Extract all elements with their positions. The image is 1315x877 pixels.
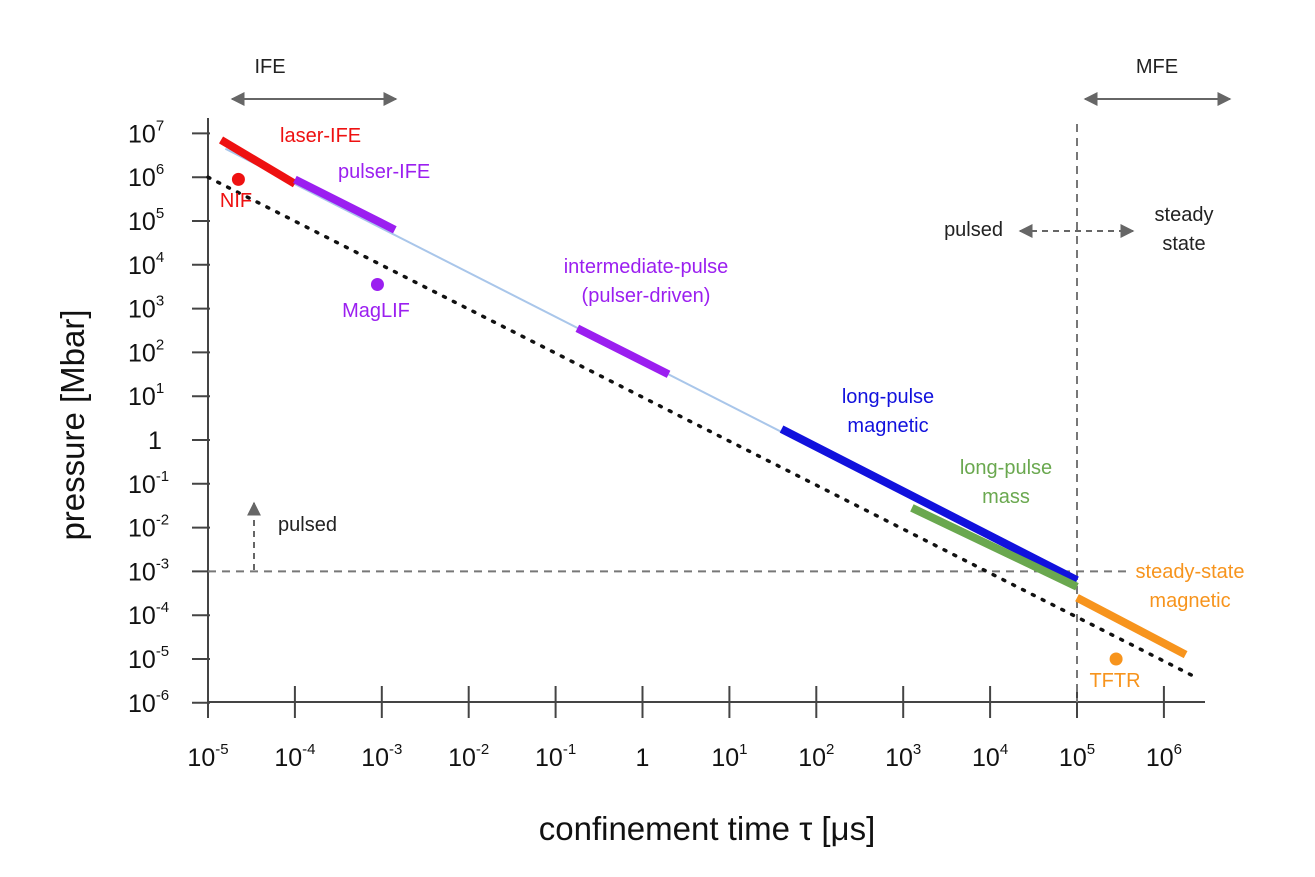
series-intermediate-pulse-segment xyxy=(575,324,671,378)
series-laser-ife-segment xyxy=(218,136,297,188)
x-tick-label: 102 xyxy=(798,741,834,772)
y-tick-label: 101 xyxy=(128,380,164,411)
x-tick-label: 105 xyxy=(1059,741,1095,772)
pulsed-right-label: pulsed xyxy=(944,219,1003,241)
x-tick-label: 10-4 xyxy=(274,741,315,772)
intermediate-pulse-label-line2: (pulser-driven) xyxy=(582,285,711,307)
steady-state-magnetic-label-line1: steady-state xyxy=(1136,561,1245,583)
tick-labels: 10-5 10-4 10-3 10-2 10-1 1 101 102 103 104 105 106 1… xyxy=(128,117,1182,772)
point-maglif xyxy=(370,278,384,292)
y-tick-label: 10-2 xyxy=(128,512,169,543)
x-tick-label: 101 xyxy=(711,741,747,772)
tftr-label: TFTR xyxy=(1089,670,1140,692)
long-pulse-magnetic-label-line2: magnetic xyxy=(847,415,928,437)
x-tick-label: 104 xyxy=(972,741,1008,772)
series-steady-state-segment xyxy=(1075,594,1188,659)
mfe-label: MFE xyxy=(1136,56,1178,78)
x-tick-label: 103 xyxy=(885,741,921,772)
steady-state-label-line2: state xyxy=(1162,233,1205,255)
y-axis-title: pressure [Mbar] xyxy=(54,309,91,540)
steady-state-magnetic-label-line2: magnetic xyxy=(1149,590,1230,612)
annotations: IFE MFE pulsed steady state pulsed laser… xyxy=(220,56,1245,692)
y-tick-label: 106 xyxy=(128,161,164,192)
x-tick-label: 10-3 xyxy=(361,741,402,772)
x-axis-title: confinement time τ [μs] xyxy=(539,810,876,847)
x-tick-label: 10-2 xyxy=(448,741,489,772)
y-tick-label: 10-4 xyxy=(128,599,169,630)
series-long-pulse-segment xyxy=(779,425,1079,584)
nif-label: NIF xyxy=(220,190,252,212)
y-tick-label: 10-1 xyxy=(128,468,169,499)
points xyxy=(231,172,1123,666)
y-tick-label: 10-6 xyxy=(128,687,169,718)
point-nif xyxy=(231,172,245,186)
x-tick-label: 10-1 xyxy=(535,741,576,772)
dotted-bound-line xyxy=(206,175,1201,681)
long-pulse-magnetic-label-line1: long-pulse xyxy=(842,386,934,408)
long-pulse-mass-label-line1: long-pulse xyxy=(960,457,1052,479)
steady-state-label-line1: steady xyxy=(1155,204,1214,226)
y-tick-label: 103 xyxy=(128,293,164,324)
y-tick-label: 10-5 xyxy=(128,643,169,674)
series xyxy=(218,136,1188,659)
long-pulse-mass-label-line2: mass xyxy=(982,486,1030,508)
series-long-pulse-segment xyxy=(910,504,1079,591)
x-tick-label: 106 xyxy=(1146,741,1182,772)
y-tick-label: 10-3 xyxy=(128,555,169,586)
y-tick-label: 104 xyxy=(128,249,164,280)
ife-label: IFE xyxy=(254,56,285,78)
x-tick-label: 1 xyxy=(636,744,650,772)
maglif-label: MagLIF xyxy=(342,300,410,322)
y-tick-label: 107 xyxy=(128,117,164,148)
y-tick-label: 1 xyxy=(148,427,162,455)
x-tick-label: 10-5 xyxy=(187,741,228,772)
annotation-arrows xyxy=(230,92,1232,570)
series-pulser-ife-segment xyxy=(293,175,397,234)
intermediate-pulse-label-line1: intermediate-pulse xyxy=(564,256,729,278)
point-tftr xyxy=(1109,652,1123,666)
pulsed-up-label: pulsed xyxy=(278,514,337,536)
pulser-ife-label: pulser-IFE xyxy=(338,161,430,183)
laser-ife-label: laser-IFE xyxy=(280,125,361,147)
y-tick-label: 102 xyxy=(128,336,164,367)
y-tick-label: 105 xyxy=(128,205,164,236)
